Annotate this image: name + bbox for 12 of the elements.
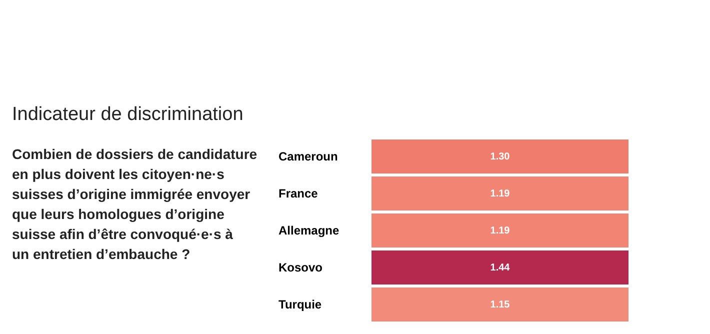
y-tick-label: Turquie	[278, 298, 322, 312]
y-tick-label: Kosovo	[278, 260, 323, 274]
data-label: 1.19	[490, 188, 510, 200]
text: Indicateur de discrimination	[12, 104, 244, 125]
data-label: 1.44	[490, 262, 510, 274]
data-label: 1.15	[490, 300, 510, 310]
y-tick-label: Allemagne	[278, 224, 340, 238]
y-tick-label: Cameroun	[278, 150, 338, 164]
data-label: 1.30	[490, 152, 510, 162]
data-label: 1.19	[490, 226, 510, 236]
text: Combien de dossiers de candidature en plus doivent les citoyen·ne·s suisses d’origine immigrée envoyer que leurs homologues d’origine suisse afin d’être convoqué·e·s à un entretien d’embauche ?	[12, 146, 258, 262]
y-tick-label: France	[278, 186, 318, 200]
